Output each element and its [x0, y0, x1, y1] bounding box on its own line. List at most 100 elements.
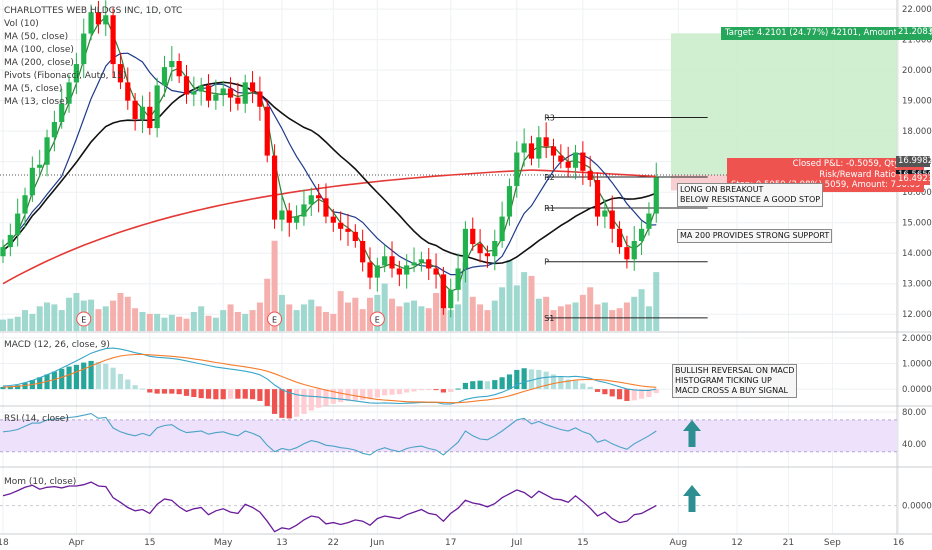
candle-body-6 — [44, 137, 50, 165]
macd-hist-bar-64 — [470, 381, 476, 390]
volume-bar-26 — [190, 312, 197, 331]
volume-bar-5 — [36, 306, 43, 331]
macd-hist-bar-33 — [242, 389, 248, 399]
volume-bar-89 — [653, 272, 660, 331]
rsi-tick-1: 80.00 — [902, 408, 926, 418]
stop-label-line-1: Closed P&L: -0.5059, Qty: 494 — [792, 159, 921, 169]
candle-body-18 — [132, 100, 138, 119]
price-tag-3: 16.4923 — [896, 174, 932, 186]
macd-hist-bar-10 — [73, 364, 79, 390]
candle-body-7 — [51, 122, 57, 138]
volume-bar-29 — [212, 317, 219, 331]
volume-bar-66 — [484, 310, 491, 331]
candle-body-75 — [550, 146, 557, 156]
volume-bar-70 — [513, 285, 520, 331]
macd-hist-bar-39 — [286, 389, 292, 419]
macd-hist-bar-61 — [448, 389, 454, 392]
candle-body-46 — [338, 222, 344, 229]
macd-hist-bar-58 — [426, 389, 432, 391]
annotation-macd-line-3: MACD CROSS A BUY SIGNAL — [675, 386, 789, 395]
volume-bar-22 — [161, 317, 168, 331]
candle-body-24 — [176, 61, 182, 77]
volume-bar-86 — [631, 296, 638, 331]
macd-hist-bar-55 — [404, 389, 410, 393]
candle-body-20 — [147, 106, 153, 129]
candle-body-54 — [396, 268, 402, 275]
macd-hist-bar-53 — [389, 389, 395, 395]
macd-hist-bar-12 — [88, 360, 94, 390]
price-tick-9: 21.0000 — [902, 36, 932, 46]
candle-body-49 — [360, 241, 366, 263]
rsi-line — [2, 413, 657, 456]
volume-bar-88 — [645, 306, 652, 331]
macd-pane-label: MACD (12, 26, close, 9) — [4, 340, 110, 350]
volume-bar-71 — [521, 272, 528, 331]
macd-hist-bar-20 — [147, 389, 153, 393]
date-tick-1: Apr — [69, 538, 85, 548]
candle-body-84 — [616, 228, 623, 248]
volume-bar-74 — [543, 296, 550, 331]
pivot-label-p: P — [544, 258, 549, 267]
date-tick-7: 17 — [445, 538, 456, 548]
volume-bar-33 — [242, 313, 249, 331]
volume-bar-72 — [528, 275, 535, 331]
candle-body-62 — [455, 268, 461, 290]
volume-bar-54 — [396, 306, 403, 331]
macd-hist-bar-88 — [646, 389, 652, 398]
volume-bar-27 — [198, 306, 205, 331]
macd-hist-bar-27 — [198, 389, 204, 399]
volume-bar-34 — [249, 310, 256, 331]
candle-body-80 — [587, 170, 593, 180]
macd-hist-bar-22 — [161, 389, 168, 394]
mom-line — [2, 481, 657, 533]
candle-body-85 — [624, 247, 630, 260]
macd-hist-bar-60 — [440, 389, 446, 393]
volume-bar-4 — [29, 313, 36, 331]
macd-hist-bar-37 — [271, 389, 278, 414]
volume-bar-46 — [337, 291, 344, 331]
macd-hist-bar-70 — [514, 369, 520, 390]
earnings-marker-label-2: E — [375, 316, 380, 325]
volume-bar-64 — [469, 296, 476, 331]
candle-body-51 — [374, 265, 380, 278]
macd-hist-bar-48 — [352, 389, 358, 401]
macd-hist-bar-23 — [169, 389, 175, 394]
price-tick-7: 19.0000 — [902, 97, 932, 107]
volume-bar-62 — [455, 304, 462, 331]
candle-body-14 — [103, 15, 109, 25]
macd-hist-bar-46 — [338, 389, 344, 403]
macd-hist-bar-76 — [558, 376, 564, 390]
candle-body-73 — [536, 137, 542, 159]
macd-hist-bar-34 — [249, 389, 256, 400]
candle-body-42 — [308, 195, 314, 205]
volume-bar-49 — [359, 309, 366, 331]
macd-hist-bar-38 — [279, 389, 285, 418]
candle-body-63 — [462, 228, 469, 269]
volume-bar-43 — [315, 306, 322, 331]
volume-bar-42 — [308, 299, 315, 331]
macd-hist-bar-13 — [95, 362, 102, 390]
volume-bar-55 — [403, 302, 410, 331]
macd-hist-bar-17 — [125, 379, 131, 390]
mom-pane-label: Mom (10, close) — [4, 477, 77, 487]
annotation-macd-line-2: HISTOGRAM TICKING UP — [675, 376, 772, 385]
legend-ma50: MA (50, close) — [4, 32, 69, 42]
rsi-tick-0: 40.00 — [902, 440, 926, 450]
candle-body-44 — [323, 198, 329, 217]
candle-body-74 — [543, 137, 549, 147]
macd-hist-bar-68 — [499, 377, 505, 390]
volume-bar-40 — [293, 310, 300, 331]
macd-hist-bar-77 — [565, 379, 571, 390]
macd-hist-bar-87 — [638, 389, 645, 399]
volume-bar-59 — [433, 293, 440, 331]
macd-hist-bar-30 — [220, 389, 226, 400]
candle-body-67 — [492, 241, 498, 257]
annotation-ma200: MA 200 PROVIDES STRONG SUPPORT — [677, 229, 833, 243]
candle-body-35 — [257, 91, 263, 107]
date-tick-9: 15 — [577, 538, 588, 548]
macd-hist-bar-40 — [294, 389, 300, 417]
volume-bar-44 — [322, 312, 329, 331]
candle-body-79 — [580, 152, 586, 171]
candle-body-65 — [477, 244, 483, 254]
